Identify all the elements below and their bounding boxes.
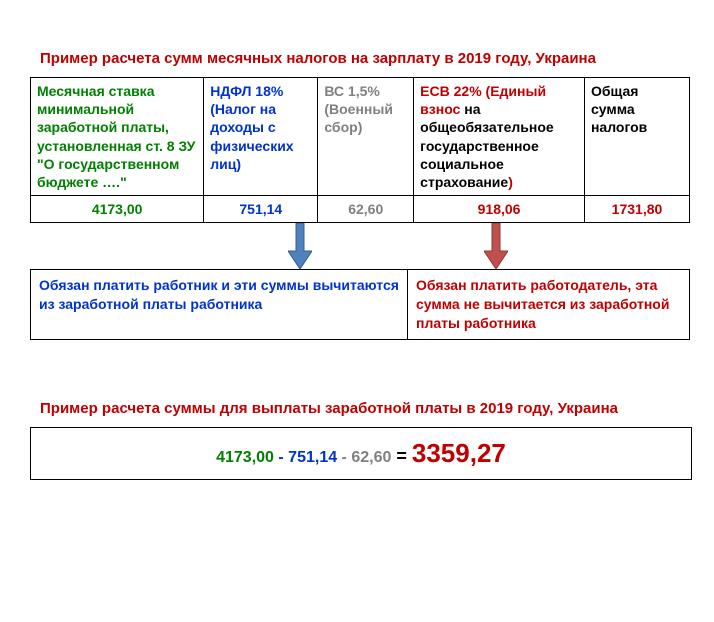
tax-table: Месячная ставка минимальной заработной п… bbox=[30, 77, 690, 223]
value-vs: 62,60 bbox=[318, 196, 414, 223]
header-base: Месячная ставка минимальной заработной п… bbox=[31, 78, 204, 196]
header-vs: ВС 1,5% (Военный сбор) bbox=[318, 78, 414, 196]
arrow-down-red-icon bbox=[484, 223, 508, 269]
note-worker: Обязан платить работник и эти суммы вычи… bbox=[31, 270, 408, 340]
calc-ndfl: 751,14 bbox=[288, 449, 337, 466]
value-esv: 918,06 bbox=[414, 196, 585, 223]
header-ndfl: НДФЛ 18% (Налог на доходы с физических л… bbox=[204, 78, 318, 196]
calc-base: 4173,00 bbox=[216, 449, 274, 466]
value-ndfl: 751,14 bbox=[204, 196, 318, 223]
values-row: 4173,00 751,14 62,60 918,06 1731,80 bbox=[31, 196, 690, 223]
arrow-down-blue-icon bbox=[288, 223, 312, 269]
value-base: 4173,00 bbox=[31, 196, 204, 223]
note-employer: Обязан платить работодатель, эта сумма н… bbox=[408, 270, 690, 340]
calc-vs: 62,60 bbox=[351, 449, 391, 466]
value-total: 1731,80 bbox=[584, 196, 689, 223]
title-main: Пример расчета сумм месячных налогов на … bbox=[20, 50, 694, 67]
title-calc: Пример расчета суммы для выплаты заработ… bbox=[20, 400, 694, 417]
calc-result: 3359,27 bbox=[412, 438, 506, 468]
header-total: Общая сумма налогов bbox=[584, 78, 689, 196]
calc-box: 4173,00 - 751,14 - 62,60 = 3359,27 bbox=[30, 427, 692, 480]
header-esv: ЕСВ 22% (Единый взнос на общеобязательно… bbox=[414, 78, 585, 196]
header-row: Месячная ставка минимальной заработной п… bbox=[31, 78, 690, 196]
notes-table: Обязан платить работник и эти суммы вычи… bbox=[30, 269, 690, 340]
arrows-row bbox=[30, 223, 690, 269]
